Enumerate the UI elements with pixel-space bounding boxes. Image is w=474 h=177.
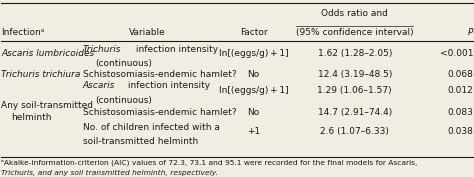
Text: 0.083: 0.083: [447, 108, 473, 117]
Text: Trichuris, and any soil transmitted helminth, respectively.: Trichuris, and any soil transmitted helm…: [1, 170, 219, 176]
Text: 14.7 (2.91–74.4): 14.7 (2.91–74.4): [318, 108, 392, 117]
Text: infection intensity: infection intensity: [133, 45, 218, 54]
Text: Factor: Factor: [240, 28, 267, 37]
Text: (continuous): (continuous): [95, 96, 152, 104]
Text: ln[(eggs/g) + 1]: ln[(eggs/g) + 1]: [219, 86, 288, 95]
Text: Trichuris trichiura: Trichuris trichiura: [1, 70, 81, 79]
Text: Variable: Variable: [128, 28, 165, 37]
Text: soil-transmitted helminth: soil-transmitted helminth: [83, 137, 198, 146]
Text: Ascaris: Ascaris: [83, 81, 115, 90]
Text: helminth: helminth: [11, 113, 51, 122]
Text: No: No: [247, 70, 260, 79]
Text: +1: +1: [247, 127, 260, 136]
Text: 12.4 (3.19–48.5): 12.4 (3.19–48.5): [318, 70, 392, 79]
Text: Schistosomiasis-endemic hamlet?: Schistosomiasis-endemic hamlet?: [83, 70, 237, 79]
Text: No. of children infected with a: No. of children infected with a: [83, 123, 220, 132]
Text: infection intensity: infection intensity: [125, 81, 210, 90]
Text: 0.068: 0.068: [447, 70, 473, 79]
Text: 0.038: 0.038: [447, 127, 473, 136]
Text: ln[(eggs/g) + 1]: ln[(eggs/g) + 1]: [219, 50, 288, 58]
Text: Schistosomiasis-endemic hamlet?: Schistosomiasis-endemic hamlet?: [83, 108, 237, 117]
Text: No: No: [247, 108, 260, 117]
Text: <0.001: <0.001: [439, 50, 473, 58]
Text: Infectionᵃ: Infectionᵃ: [1, 28, 45, 37]
Text: (continuous): (continuous): [95, 59, 152, 68]
Text: 0.012: 0.012: [447, 86, 473, 95]
Text: Ascaris lumbricoides: Ascaris lumbricoides: [1, 50, 95, 58]
Text: (95% confidence interval): (95% confidence interval): [296, 28, 414, 37]
Text: Trichuris: Trichuris: [83, 45, 121, 54]
Text: Odds ratio and: Odds ratio and: [321, 9, 388, 18]
Text: P: P: [468, 28, 473, 37]
Text: 1.62 (1.28–2.05): 1.62 (1.28–2.05): [318, 50, 392, 58]
Text: ᵃAkaike-information-criterion (AIC) values of 72.3, 73.1 and 95.1 were recorded : ᵃAkaike-information-criterion (AIC) valu…: [1, 159, 418, 165]
Text: Any soil-transmitted: Any soil-transmitted: [1, 101, 93, 110]
Text: 2.6 (1.07–6.33): 2.6 (1.07–6.33): [320, 127, 389, 136]
Text: 1.29 (1.06–1.57): 1.29 (1.06–1.57): [318, 86, 392, 95]
